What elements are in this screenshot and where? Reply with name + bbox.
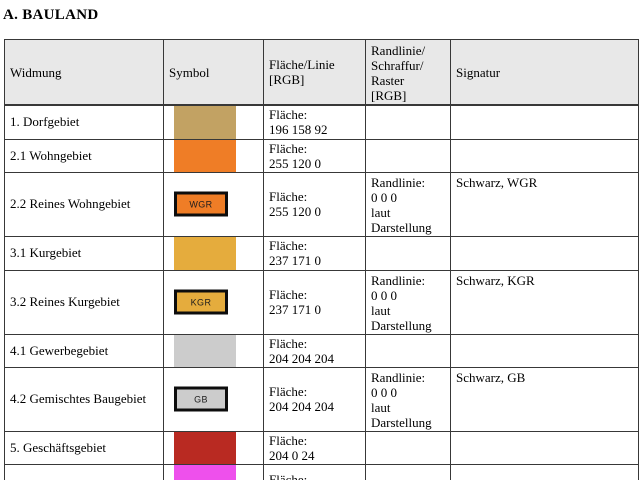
randlinie-cell [365,430,451,465]
flaeche-cell: Fläche: 255 120 0 [263,138,366,173]
widmung-cell: 3.1 Kurgebiet [4,235,164,271]
signatur-cell: Schwarz, WGR [450,171,639,237]
symbol-cell [163,333,264,368]
randlinie-cell [365,333,451,368]
flaeche-cell: Fläche: 255 64 255 [263,463,366,480]
table-row: 2.1 Wohngebiet Fläche: 255 120 0 [4,138,639,173]
symbol-swatch [174,140,236,171]
header-flaeche: Fläche/Linie [RGB] [263,39,366,106]
symbol-cell [163,463,264,480]
flaeche-cell: Fläche: 204 204 204 [263,333,366,368]
table-header-row: Widmung Symbol Fläche/Linie [RGB] Randli… [4,39,639,106]
symbol-cell [163,104,264,140]
header-signatur: Signatur [450,39,639,106]
bauland-legend-table: Widmung Symbol Fläche/Linie [RGB] Randli… [4,39,639,480]
table-row: 4.2 Gemischtes Baugebiet GB Fläche: 204 … [4,366,639,432]
symbol-swatch [174,237,236,269]
signatur-cell [450,235,639,271]
symbol-swatch: WGR [174,191,228,217]
signatur-cell [450,463,639,480]
widmung-cell: 1. Dorfgebiet [4,104,164,140]
document-page: A. BAULAND Widmung Symbol Fläche/Linie [… [0,7,640,480]
flaeche-cell: Fläche: 237 171 0 [263,269,366,335]
widmung-cell: 2.2 Reines Wohngebiet [4,171,164,237]
table-row: 5. Geschäftsgebiet Fläche: 204 0 24 [4,430,639,465]
symbol-cell: WGR [163,171,264,237]
symbol-swatch: GB [174,386,228,412]
flaeche-cell: Fläche: 255 120 0 [263,171,366,237]
widmung-cell: 4.1 Gewerbegebiet [4,333,164,368]
widmung-cell: 2.1 Wohngebiet [4,138,164,173]
randlinie-cell [365,104,451,140]
header-randlinie: Randlinie/ Schraffur/ Raster [RGB] [365,39,451,106]
symbol-swatch [174,335,236,366]
widmung-cell: 6. Industriegebiet [4,463,164,480]
signatur-cell [450,430,639,465]
table-row: 2.2 Reines Wohngebiet WGR Fläche: 255 12… [4,171,639,237]
table-row: 6. Industriegebiet Fläche: 255 64 255 [4,463,639,480]
table-row: 3.2 Reines Kurgebiet KGR Fläche: 237 171… [4,269,639,335]
header-widmung: Widmung [4,39,164,106]
symbol-cell: GB [163,366,264,432]
header-symbol: Symbol [163,39,264,106]
symbol-swatch [174,432,236,463]
randlinie-cell: Randlinie: 0 0 0 laut Darstellung [365,171,451,237]
randlinie-cell [365,235,451,271]
section-title: A. BAULAND [3,7,99,23]
symbol-cell [163,138,264,173]
randlinie-cell [365,138,451,173]
randlinie-cell [365,463,451,480]
flaeche-cell: Fläche: 237 171 0 [263,235,366,271]
flaeche-cell: Fläche: 196 158 92 [263,104,366,140]
symbol-cell: KGR [163,269,264,335]
randlinie-cell: Randlinie: 0 0 0 laut Darstellung [365,269,451,335]
signatur-cell [450,333,639,368]
table-row: 1. Dorfgebiet Fläche: 196 158 92 [4,104,639,140]
flaeche-cell: Fläche: 204 204 204 [263,366,366,432]
symbol-swatch: KGR [174,289,228,315]
signatur-cell [450,138,639,173]
flaeche-cell: Fläche: 204 0 24 [263,430,366,465]
signatur-cell [450,104,639,140]
widmung-cell: 4.2 Gemischtes Baugebiet [4,366,164,432]
randlinie-cell: Randlinie: 0 0 0 laut Darstellung [365,366,451,432]
table-row: 4.1 Gewerbegebiet Fläche: 204 204 204 [4,333,639,368]
symbol-swatch [174,465,236,480]
widmung-cell: 3.2 Reines Kurgebiet [4,269,164,335]
widmung-cell: 5. Geschäftsgebiet [4,430,164,465]
symbol-cell [163,235,264,271]
symbol-swatch [174,106,236,138]
signatur-cell: Schwarz, GB [450,366,639,432]
table-row: 3.1 Kurgebiet Fläche: 237 171 0 [4,235,639,271]
symbol-cell [163,430,264,465]
signatur-cell: Schwarz, KGR [450,269,639,335]
